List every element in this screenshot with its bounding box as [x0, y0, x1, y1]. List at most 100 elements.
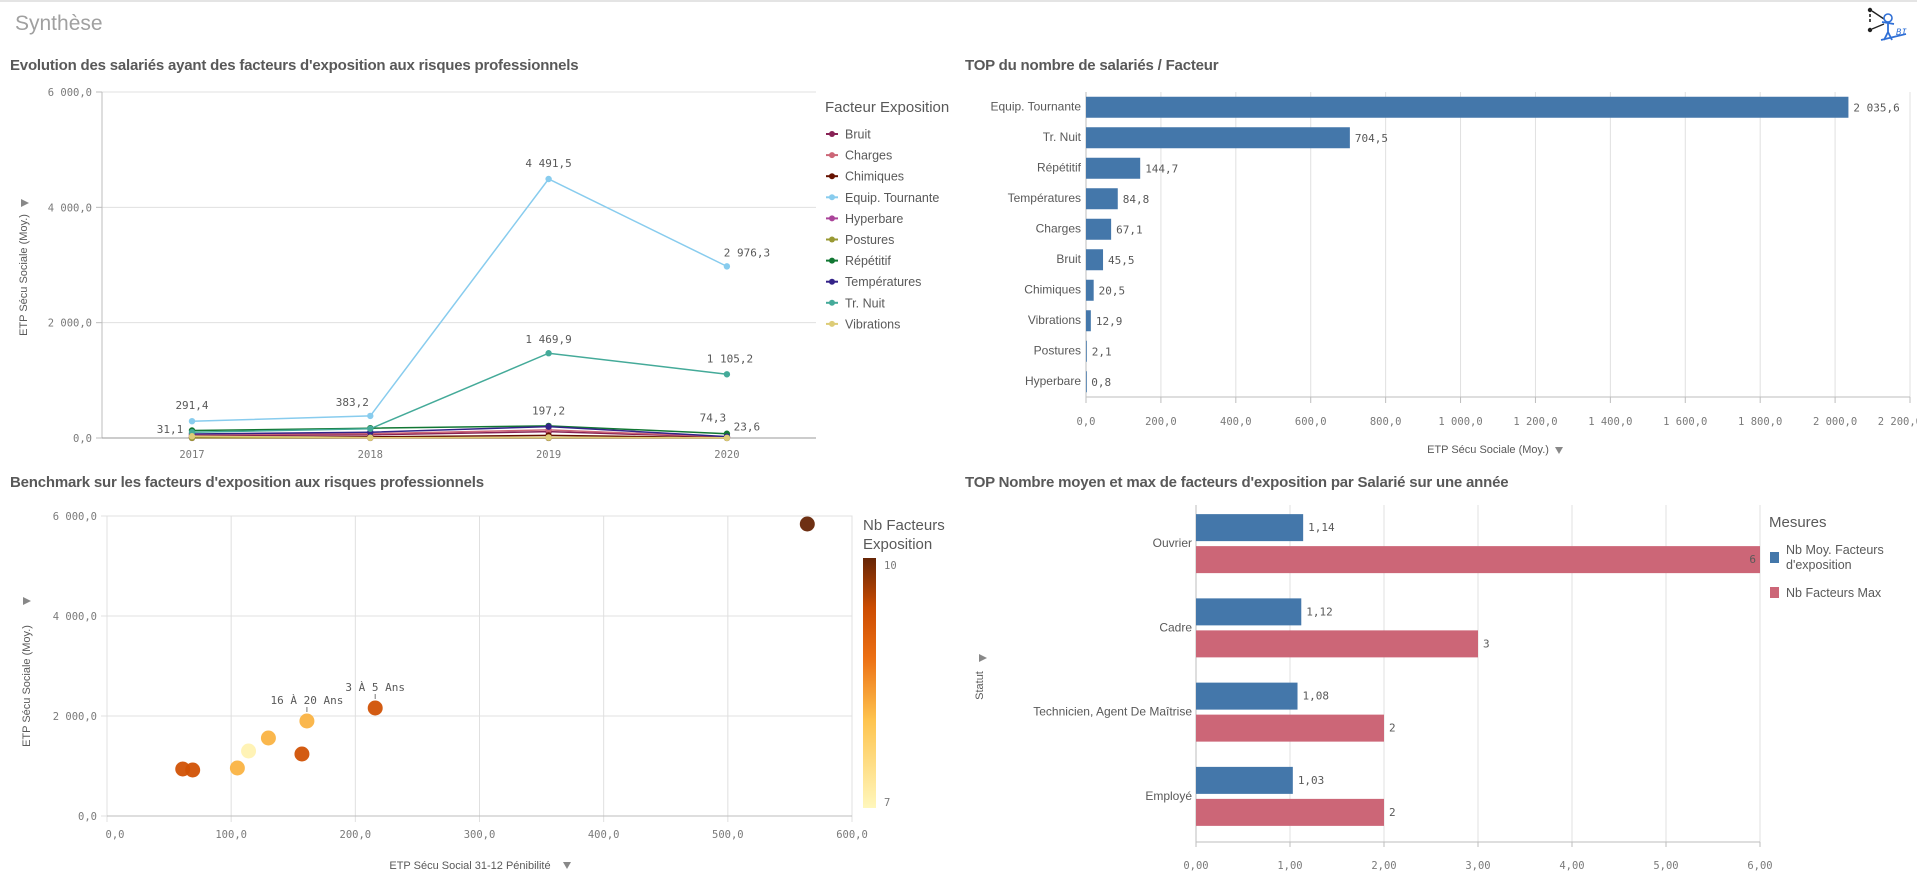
- bar[interactable]: [1086, 279, 1094, 301]
- scatter-point[interactable]: [260, 730, 276, 746]
- legend-item[interactable]: Charges: [826, 149, 892, 163]
- series-line[interactable]: [191, 429, 727, 438]
- category-label[interactable]: Chimiques: [1024, 282, 1081, 296]
- data-point[interactable]: [367, 412, 374, 420]
- bar[interactable]: [1196, 714, 1384, 742]
- data-point[interactable]: [367, 434, 374, 441]
- category-label[interactable]: Charges: [1036, 221, 1081, 235]
- data-label: 31,1: [157, 423, 184, 436]
- series-line[interactable]: [191, 178, 728, 422]
- bar[interactable]: [1196, 546, 1760, 574]
- series-line[interactable]: [191, 435, 727, 439]
- legend-label[interactable]: Nb Moy. Facteurs: [1786, 543, 1884, 557]
- bar[interactable]: [1086, 96, 1849, 118]
- scatter-point[interactable]: [229, 760, 245, 776]
- data-point[interactable]: [723, 263, 731, 270]
- legend-item[interactable]: Vibrations: [826, 317, 900, 331]
- y-axis-title[interactable]: Statut: [974, 671, 986, 700]
- category-label[interactable]: Postures: [1034, 343, 1081, 357]
- legend-item[interactable]: Chimiques: [826, 170, 904, 184]
- svg-text:BI: BI: [1896, 28, 1907, 38]
- statut-chart: 0,00 1,00 2,00 3,00 4,00 5,00 6,00 1,14 6 Ouvrier…: [974, 505, 1884, 872]
- bar[interactable]: [1086, 249, 1104, 271]
- color-legend-title: Nb Facteurs: [863, 517, 945, 534]
- legend-item[interactable]: Répétitif: [826, 254, 891, 268]
- bar[interactable]: [1086, 340, 1087, 362]
- bar[interactable]: [1086, 127, 1350, 149]
- value-label: 144,7: [1145, 162, 1178, 175]
- category-label[interactable]: Tr. Nuit: [1043, 130, 1082, 144]
- bar[interactable]: [1086, 371, 1087, 393]
- legend-item[interactable]: Tr. Nuit: [826, 296, 885, 310]
- series-line[interactable]: [191, 425, 727, 438]
- y-axis-menu-icon[interactable]: [21, 199, 29, 207]
- legend-label: Tr. Nuit: [845, 296, 885, 310]
- category-label[interactable]: Vibrations: [1028, 313, 1081, 327]
- x-axis-menu-icon[interactable]: [1555, 447, 1563, 454]
- data-point[interactable]: [545, 434, 552, 441]
- scatter-point[interactable]: [367, 700, 383, 716]
- data-point[interactable]: [545, 175, 552, 183]
- topbar-chart-title: TOP du nombre de salariés / Facteur: [965, 57, 1219, 74]
- series-line[interactable]: [191, 425, 727, 435]
- legend-dot-marker: [829, 194, 835, 201]
- y-axis-menu-icon[interactable]: [979, 654, 987, 662]
- scatter-point[interactable]: [185, 762, 201, 778]
- x-axis-title[interactable]: ETP Sécu Sociale (Moy.): [1427, 444, 1549, 456]
- category-label[interactable]: Cadre: [1159, 620, 1192, 634]
- y-axis-title[interactable]: ETP Sécu Sociale (Moy.): [21, 625, 33, 747]
- bar[interactable]: [1196, 514, 1304, 542]
- legend-label[interactable]: d'exposition: [1786, 558, 1852, 572]
- data-point[interactable]: [188, 417, 196, 425]
- category-label[interactable]: Technicien, Agent De Maîtrise: [1033, 705, 1192, 719]
- x-tick-label: 2 200,0: [1878, 416, 1917, 428]
- series-line[interactable]: [191, 430, 727, 438]
- category-label[interactable]: Températures: [1008, 191, 1081, 205]
- bar[interactable]: [1196, 766, 1293, 794]
- x-tick-label: 800,0: [1370, 416, 1402, 428]
- bar[interactable]: [1086, 310, 1091, 332]
- scatter-point[interactable]: [799, 516, 815, 532]
- bar[interactable]: [1196, 682, 1298, 710]
- legend-item[interactable]: Températures: [826, 275, 921, 289]
- data-label: 2 976,3: [724, 246, 770, 259]
- scatter-point[interactable]: [299, 713, 315, 729]
- bar[interactable]: [1196, 798, 1384, 826]
- y-tick-label: 4 000,0: [53, 611, 97, 623]
- legend-item[interactable]: Hyperbare: [826, 212, 903, 226]
- series-line[interactable]: [191, 352, 727, 433]
- category-label[interactable]: Equip. Tournante: [990, 99, 1081, 113]
- color-legend-max: 10: [884, 560, 897, 572]
- scatter-point[interactable]: [294, 746, 310, 762]
- category-label[interactable]: Bruit: [1056, 252, 1081, 266]
- legend-item[interactable]: Equip. Tournante: [826, 191, 939, 205]
- data-point[interactable]: [188, 433, 196, 440]
- bar[interactable]: [1086, 157, 1141, 179]
- data-point[interactable]: [723, 434, 731, 441]
- data-point[interactable]: [367, 425, 374, 432]
- x-axis-title[interactable]: ETP Sécu Social 31-12 Pénibilité: [389, 860, 550, 872]
- stick-figure-logo-icon[interactable]: BI: [1862, 2, 1914, 46]
- legend-item[interactable]: Postures: [826, 233, 894, 247]
- category-label[interactable]: Hyperbare: [1025, 374, 1081, 388]
- bar[interactable]: [1086, 188, 1118, 210]
- y-axis-menu-icon[interactable]: [23, 597, 31, 605]
- x-tick-label: 2020: [714, 449, 739, 461]
- bar[interactable]: [1196, 598, 1302, 626]
- legend-label[interactable]: Nb Facteurs Max: [1786, 586, 1882, 600]
- value-label: 1,14: [1308, 521, 1335, 534]
- bar[interactable]: [1196, 630, 1478, 658]
- y-axis-title[interactable]: ETP Sécu Sociale (Moy.): [18, 214, 30, 336]
- data-point[interactable]: [723, 371, 731, 378]
- x-axis-menu-icon[interactable]: [563, 862, 571, 869]
- legend-swatch: [1770, 552, 1779, 563]
- x-tick-label: 2019: [536, 449, 561, 461]
- legend-item[interactable]: Bruit: [826, 128, 871, 142]
- category-label[interactable]: Répétitif: [1037, 160, 1082, 174]
- category-label[interactable]: Ouvrier: [1153, 536, 1192, 550]
- data-point[interactable]: [545, 423, 552, 430]
- scatter-point[interactable]: [241, 743, 257, 759]
- bar[interactable]: [1086, 218, 1112, 240]
- category-label[interactable]: Employé: [1145, 789, 1192, 803]
- data-point[interactable]: [545, 350, 552, 357]
